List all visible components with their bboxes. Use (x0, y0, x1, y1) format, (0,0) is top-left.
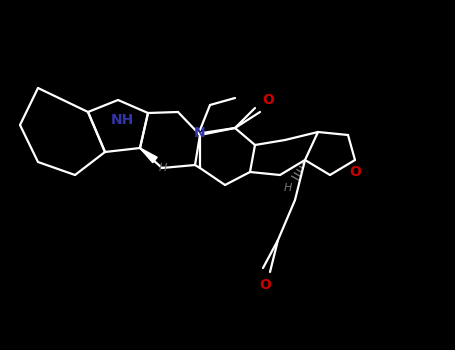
Text: H: H (159, 163, 167, 173)
Text: O: O (349, 165, 361, 179)
Text: NH: NH (111, 113, 134, 127)
Text: O: O (262, 93, 274, 107)
Text: O: O (259, 278, 271, 292)
Polygon shape (140, 148, 157, 163)
Text: H: H (284, 183, 292, 193)
Text: N: N (194, 126, 206, 140)
